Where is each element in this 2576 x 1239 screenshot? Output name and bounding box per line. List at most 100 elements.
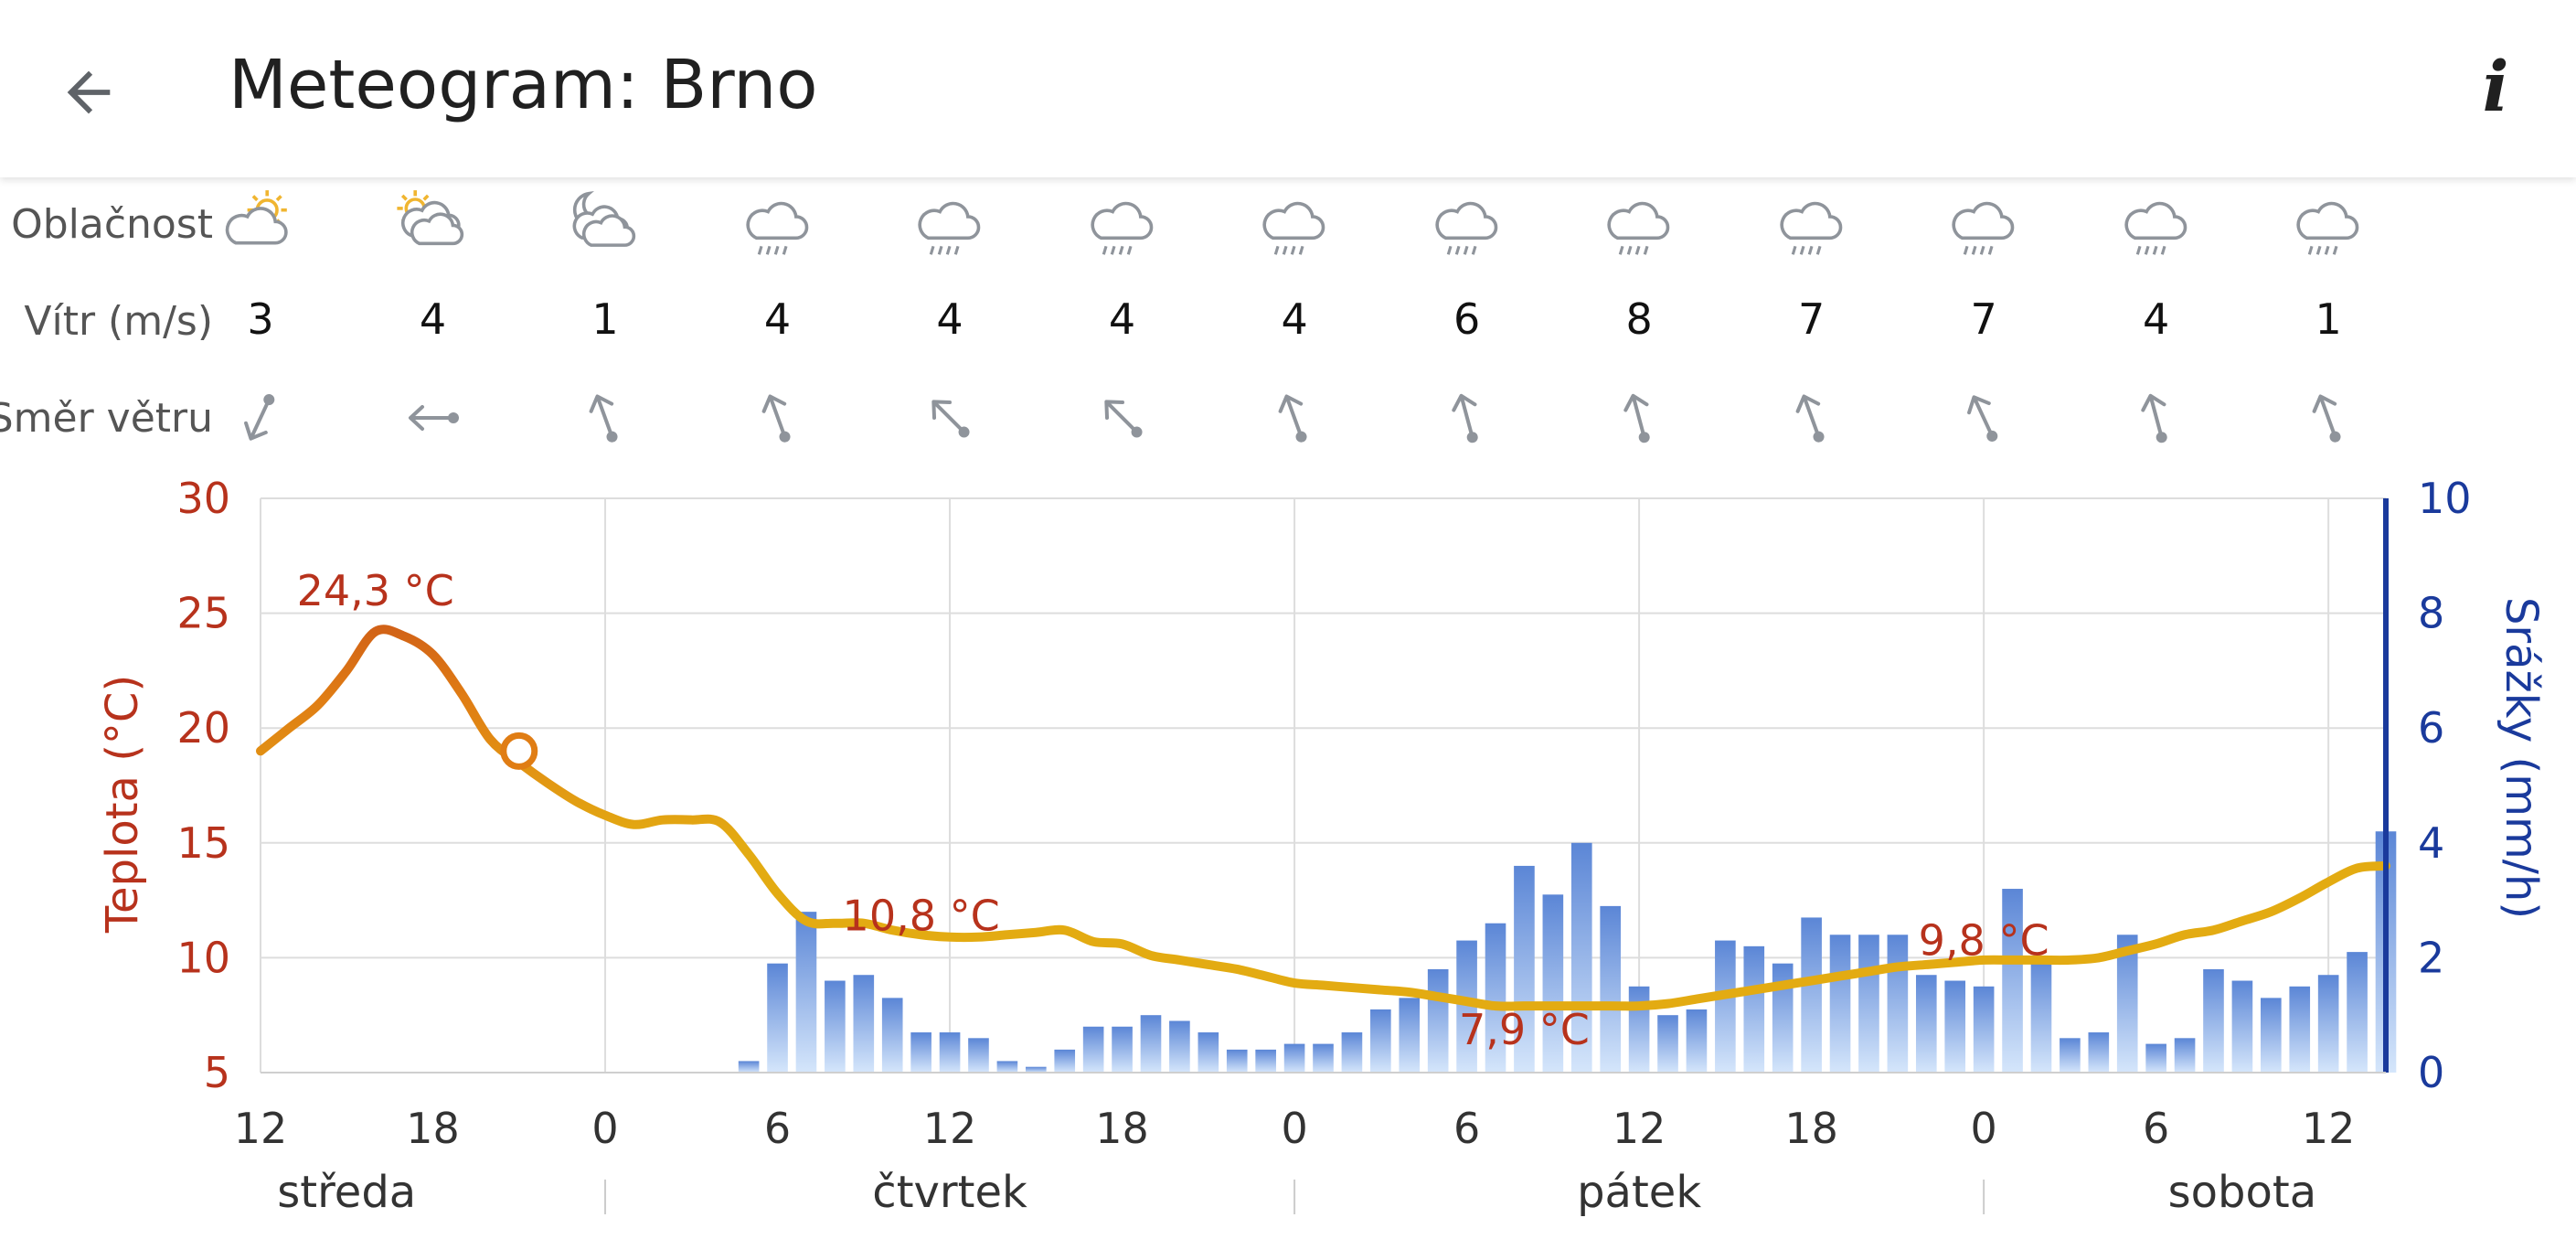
wind-direction-arrow-icon	[1262, 386, 1326, 450]
precipitation-bar	[1657, 1015, 1678, 1073]
wind-speed-value: 4	[1108, 294, 1136, 344]
precipitation-bar	[1427, 968, 1449, 1073]
hour-tick-label: 6	[1453, 1104, 1480, 1153]
temperature-tick-label: 30	[176, 474, 230, 523]
precipitation-bar	[2116, 935, 2138, 1073]
precipitation-bar	[910, 1032, 931, 1073]
day-label: středa	[277, 1167, 416, 1218]
temperature-tick-label: 20	[176, 703, 230, 753]
precipitation-bar	[1399, 998, 1421, 1073]
cloud-rain-icon	[1598, 183, 1680, 265]
precipitation-bar	[2030, 957, 2052, 1073]
precipitation-bar	[1628, 986, 1650, 1073]
day-label: čtvrtek	[872, 1167, 1027, 1218]
precipitation-tick-label: 6	[2418, 703, 2444, 753]
precipitation-bar	[1054, 1049, 1076, 1073]
precipitation-tick-label: 10	[2418, 474, 2472, 523]
wind-speed-value: 3	[247, 294, 274, 344]
sun-clouds-icon	[392, 183, 474, 265]
wind-speed-value: 7	[1970, 294, 1997, 344]
precipitation-bar	[1600, 905, 1621, 1073]
precipitation-bar	[795, 912, 817, 1073]
precipitation-bar	[2145, 1043, 2166, 1073]
precipitation-bar	[738, 1061, 760, 1073]
hour-tick-label: 12	[234, 1104, 288, 1153]
temperature-tick-label: 10	[176, 933, 230, 982]
precipitation-bar	[2289, 986, 2311, 1073]
wind-direction-arrow-icon	[1091, 386, 1155, 450]
precipitation-axis-title: Srážky (mm/h)	[2496, 597, 2547, 919]
precipitation-bar	[1743, 945, 1765, 1073]
wind-speed-value: 1	[591, 294, 619, 344]
precipitation-bar	[1341, 1032, 1363, 1073]
wind-direction-arrow-icon	[1607, 386, 1671, 450]
wind-direction-arrow-icon	[401, 386, 465, 450]
cloud-rain-icon	[1771, 183, 1853, 265]
wind-speed-value: 8	[1625, 294, 1653, 344]
precipitation-bar	[1858, 935, 1879, 1073]
wind-direction-arrow-icon	[573, 386, 637, 450]
precipitation-bar	[996, 1061, 1018, 1073]
hour-tick-label: 18	[1095, 1104, 1149, 1153]
wind-direction-row-label: Směr větru	[0, 395, 213, 442]
precipitation-tick-label: 2	[2418, 933, 2444, 982]
day-label: sobota	[2168, 1167, 2316, 1218]
temperature-annotation: 10,8 °C	[843, 891, 1000, 940]
temperature-line	[256, 625, 2390, 1011]
precipitation-bar	[2060, 1038, 2081, 1073]
cloud-rain-icon	[1426, 183, 1508, 265]
hour-tick-label: 0	[1281, 1104, 1307, 1153]
precipitation-bar	[1686, 1009, 1708, 1073]
precipitation-bar	[1485, 923, 1506, 1073]
wind-speed-value: 4	[419, 294, 447, 344]
wind-direction-arrow-icon	[2124, 386, 2188, 450]
hour-tick-label: 6	[2143, 1104, 2169, 1153]
back-button[interactable]	[49, 53, 128, 132]
cloud-rain-icon	[909, 183, 991, 265]
info-button[interactable]: i	[2459, 46, 2532, 128]
precipitation-bar	[2317, 975, 2339, 1073]
precipitation-bar	[1456, 940, 1477, 1073]
precipitation-bar	[881, 998, 903, 1073]
precipitation-bar	[939, 1032, 961, 1073]
precipitation-bar	[1370, 1009, 1391, 1073]
precipitation-bar	[1112, 1026, 1133, 1073]
cloud-rain-icon	[2287, 183, 2369, 265]
moon-clouds-icon	[564, 183, 646, 265]
wind-direction-arrow-icon	[1435, 386, 1499, 450]
wind-speed-value: 4	[2143, 294, 2170, 344]
hour-tick-label: 0	[1970, 1104, 1996, 1153]
precipitation-bar	[2174, 1038, 2196, 1073]
precipitation-bar	[1570, 842, 1592, 1073]
wind-row-label: Vítr (m/s)	[24, 298, 213, 345]
page-title: Meteogram: Brno	[229, 46, 818, 124]
precipitation-bar	[1542, 894, 1564, 1073]
hour-tick-label: 6	[764, 1104, 791, 1153]
current-temperature-marker[interactable]	[500, 732, 538, 770]
wind-speed-value: 7	[1797, 294, 1826, 344]
precipitation-tick-label: 8	[2418, 589, 2444, 638]
precipitation-bar	[1283, 1043, 1305, 1073]
wind-speed-value: 6	[1453, 294, 1481, 344]
temperature-annotation: 7,9 °C	[1459, 1005, 1590, 1054]
precipitation-bar	[1514, 865, 1535, 1073]
wind-speed-value: 4	[936, 294, 963, 344]
temperature-tick-label: 25	[176, 589, 230, 638]
wind-speed-value: 1	[2315, 294, 2342, 344]
cloudiness-row-label: Oblačnost	[11, 201, 213, 248]
precipitation-bar	[1169, 1020, 1190, 1073]
precipitation-tick-label: 0	[2418, 1048, 2444, 1097]
cloud-rain-icon	[1081, 183, 1164, 265]
hour-tick-label: 18	[1784, 1104, 1838, 1153]
precipitation-bar	[2261, 998, 2282, 1073]
precipitation-bar	[1973, 986, 1995, 1073]
precipitation-bar	[853, 975, 875, 1073]
precipitation-bar	[1313, 1043, 1334, 1073]
temperature-annotation: 9,8 °C	[1919, 915, 2049, 965]
arrow-left-icon	[67, 70, 111, 114]
wind-direction-arrow-icon	[1952, 386, 2016, 450]
precipitation-bar	[2231, 980, 2253, 1073]
precipitation-bar	[2203, 968, 2224, 1073]
precipitation-bar	[968, 1038, 989, 1073]
